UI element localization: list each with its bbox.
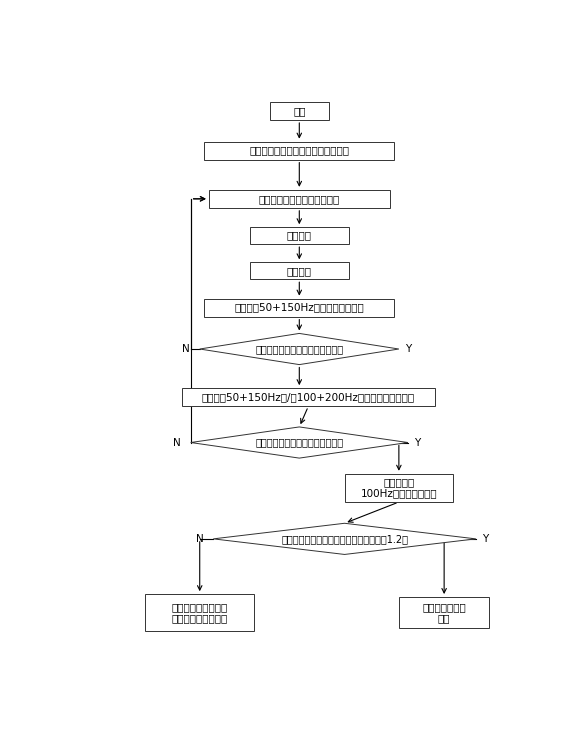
Text: 诊断：特征二比正常情况明显增加: 诊断：特征二比正常情况明显增加	[255, 437, 343, 447]
Polygon shape	[213, 523, 476, 554]
Polygon shape	[200, 333, 399, 364]
Text: 计算：（50+150Hz）能量（特征一）: 计算：（50+150Hz）能量（特征一）	[234, 302, 364, 313]
Text: N: N	[196, 534, 204, 544]
Text: N: N	[182, 344, 190, 354]
FancyBboxPatch shape	[249, 262, 349, 279]
Text: 绕组变形故障，
报警: 绕组变形故障， 报警	[422, 602, 466, 623]
Text: Y: Y	[414, 437, 420, 447]
Text: Y: Y	[482, 534, 488, 544]
FancyBboxPatch shape	[399, 597, 489, 628]
Text: 其他故障，如铁芯松
动（需进一步诊断）: 其他故障，如铁芯松 动（需进一步诊断）	[172, 602, 228, 623]
Text: 诊断：特征三小于等于正常情况下的值的1.2倍: 诊断：特征三小于等于正常情况下的值的1.2倍	[281, 534, 408, 544]
Text: 频谱分析: 频谱分析	[287, 266, 312, 276]
Text: N: N	[173, 437, 181, 447]
FancyBboxPatch shape	[204, 141, 394, 160]
Text: 诊断：特征一比正常情况明显增加: 诊断：特征一比正常情况明显增加	[255, 344, 343, 354]
Text: 整周期截取信号并作消噪处理: 整周期截取信号并作消噪处理	[259, 194, 340, 204]
FancyBboxPatch shape	[182, 388, 435, 406]
FancyBboxPatch shape	[204, 299, 394, 316]
FancyBboxPatch shape	[270, 102, 329, 120]
FancyBboxPatch shape	[209, 190, 390, 208]
Text: 开始: 开始	[293, 106, 305, 116]
FancyBboxPatch shape	[249, 227, 349, 244]
Text: Y: Y	[405, 344, 411, 354]
Text: 系统设置，启动采样变压器振动信号: 系统设置，启动采样变压器振动信号	[249, 146, 349, 155]
Text: 电流归算: 电流归算	[287, 230, 312, 241]
Text: 计算：（50+150Hz）/（100+200Hz）能量比（特征二）: 计算：（50+150Hz）/（100+200Hz）能量比（特征二）	[202, 392, 415, 402]
FancyBboxPatch shape	[145, 594, 254, 631]
FancyBboxPatch shape	[345, 474, 453, 502]
Text: 分别计算：
100Hz能量（特征三）: 分别计算： 100Hz能量（特征三）	[360, 477, 437, 499]
Polygon shape	[190, 427, 408, 458]
